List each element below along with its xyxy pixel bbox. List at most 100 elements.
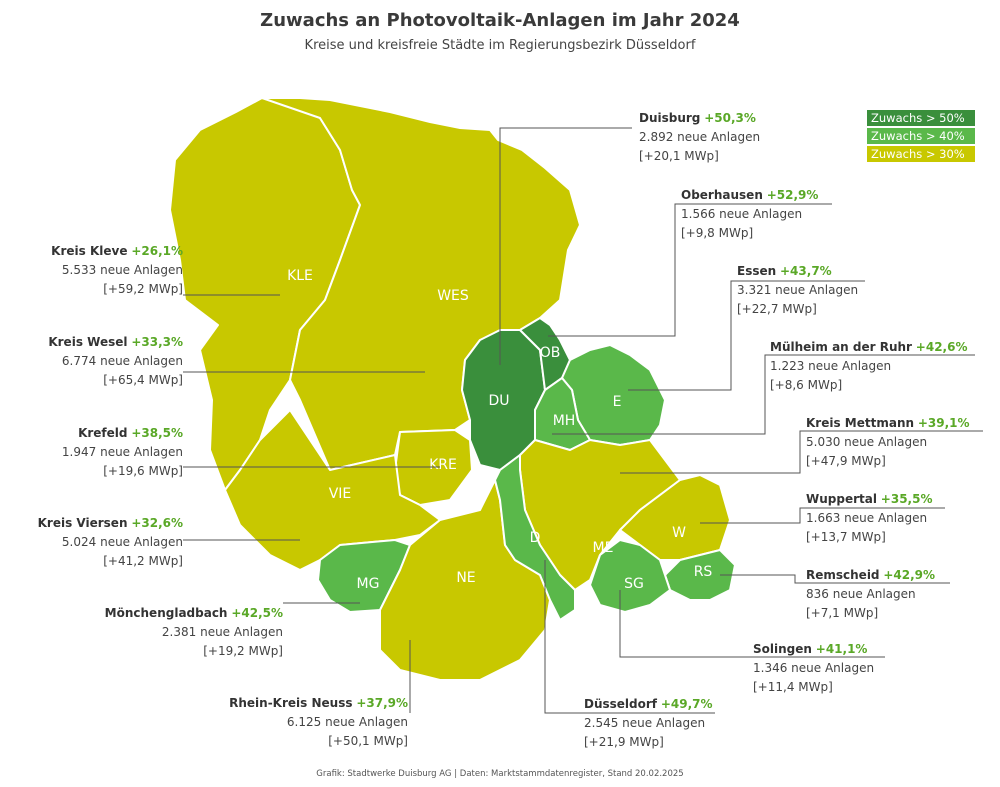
callout-name: Rhein-Kreis Neuss bbox=[229, 696, 353, 710]
callout-pct: +50,3% bbox=[704, 111, 756, 125]
callout-W: Wuppertal +35,5% 1.663 neue Anlagen [+13… bbox=[806, 490, 932, 547]
callout-count: 6.125 neue Anlagen bbox=[286, 715, 408, 729]
callout-E: Essen +43,7% 3.321 neue Anlagen [+22,7 M… bbox=[737, 262, 858, 319]
legend-item: Zuwachs > 50% bbox=[867, 110, 975, 126]
map-subtitle: Kreise und kreisfreie Städte im Regierun… bbox=[304, 38, 696, 53]
region-label-VIE: VIE bbox=[329, 486, 352, 502]
callout-mwp: [+7,1 MWp] bbox=[806, 606, 879, 620]
callout-mwp: [+41,2 MWp] bbox=[103, 554, 183, 568]
callout-mwp: [+22,7 MWp] bbox=[737, 302, 817, 316]
callout-ME: Kreis Mettmann +39,1% 5.030 neue Anlagen… bbox=[806, 414, 970, 471]
callout-name: Solingen bbox=[753, 642, 812, 656]
region-label-MH: MH bbox=[553, 413, 576, 429]
callout-name: Wuppertal bbox=[806, 492, 877, 506]
callout-count: 1.663 neue Anlagen bbox=[806, 511, 928, 525]
region-D[interactable] bbox=[494, 454, 576, 621]
callout-pct: +52,9% bbox=[766, 188, 819, 202]
callout-mwp: [+59,2 MWp] bbox=[103, 282, 183, 296]
callout-count: 5.024 neue Anlagen bbox=[61, 535, 183, 549]
callout-name: Mönchengladbach bbox=[104, 606, 228, 620]
callout-pct: +26,1% bbox=[131, 244, 183, 258]
callout-count: 3.321 neue Anlagen bbox=[737, 283, 859, 297]
callout-mwp: [+8,6 MWp] bbox=[770, 378, 843, 392]
callout-pct: +38,5% bbox=[131, 426, 183, 440]
callout-pct: +42,9% bbox=[883, 568, 936, 582]
region-label-DU: DU bbox=[488, 393, 509, 409]
callout-DU: Duisburg +50,3% 2.892 neue Anlagen [+20,… bbox=[639, 109, 760, 166]
callout-MH: Mülheim an der Ruhr +42,6% 1.223 neue An… bbox=[770, 338, 967, 395]
callout-count: 2.892 neue Anlagen bbox=[639, 130, 761, 144]
callout-mwp: [+9,8 MWp] bbox=[681, 226, 754, 240]
region-SG[interactable] bbox=[589, 539, 671, 613]
callout-name: Kreis Mettmann bbox=[806, 416, 915, 430]
callout-pct: +42,6% bbox=[915, 340, 968, 354]
region-label-OB: OB bbox=[540, 345, 561, 361]
callout-name: Düsseldorf bbox=[584, 697, 658, 711]
callout-pct: +49,7% bbox=[660, 697, 713, 711]
leader-DU bbox=[499, 127, 632, 365]
callout-count: 1.947 neue Anlagen bbox=[61, 445, 183, 459]
callout-pct: +35,5% bbox=[880, 492, 933, 506]
callout-name: Essen bbox=[737, 264, 777, 278]
region-label-WES: WES bbox=[437, 288, 469, 304]
callout-mwp: [+19,6 MWp] bbox=[103, 464, 183, 478]
callout-count: 1.346 neue Anlagen bbox=[753, 661, 875, 675]
region-label-SG: SG bbox=[624, 576, 644, 592]
callout-name: Remscheid bbox=[806, 568, 880, 582]
callout-mwp: [+65,4 MWp] bbox=[103, 373, 183, 387]
callout-pct: +32,6% bbox=[131, 516, 183, 530]
callout-KRE: Krefeld +38,5% 1.947 neue Anlagen [+19,6… bbox=[62, 424, 183, 481]
callout-name: Kreis Viersen bbox=[37, 516, 128, 530]
callout-count: 1.223 neue Anlagen bbox=[770, 359, 892, 373]
callout-pct: +39,1% bbox=[917, 416, 970, 430]
region-label-KLE: KLE bbox=[287, 268, 313, 284]
region-label-NE: NE bbox=[456, 570, 475, 586]
leader-MH bbox=[552, 354, 975, 435]
callout-SG: Solingen +41,1% 1.346 neue Anlagen [+11,… bbox=[753, 640, 874, 697]
callout-pct: +42,5% bbox=[231, 606, 283, 620]
callout-count: 5.030 neue Anlagen bbox=[806, 435, 928, 449]
region-label-ME: ME bbox=[593, 540, 614, 556]
callout-pct: +41,1% bbox=[815, 642, 868, 656]
region-label-W: W bbox=[672, 525, 686, 541]
callout-name: Mülheim an der Ruhr bbox=[770, 340, 912, 354]
region-label-KRE: KRE bbox=[429, 457, 457, 473]
callout-name: Krefeld bbox=[78, 426, 128, 440]
callout-count: 2.545 neue Anlagen bbox=[584, 716, 706, 730]
callout-NE: Rhein-Kreis Neuss +37,9% 6.125 neue Anla… bbox=[229, 694, 408, 751]
region-label-RS: RS bbox=[694, 564, 713, 580]
leader-D bbox=[544, 560, 715, 714]
callout-OB: Oberhausen +52,9% 1.566 neue Anlagen [+9… bbox=[681, 186, 818, 243]
callout-name: Duisburg bbox=[639, 111, 701, 125]
callout-mwp: [+47,9 MWp] bbox=[806, 454, 886, 468]
region-label-MG: MG bbox=[357, 576, 380, 592]
region-label-E: E bbox=[613, 394, 622, 410]
leader-E bbox=[628, 280, 865, 391]
legend: Zuwachs > 50% Zuwachs > 40% Zuwachs > 30… bbox=[867, 110, 975, 164]
callout-MG: Mönchengladbach +42,5% 2.381 neue Anlage… bbox=[105, 604, 283, 661]
callout-VIE: Kreis Viersen +32,6% 5.024 neue Anlagen … bbox=[38, 514, 183, 571]
callout-count: 2.381 neue Anlagen bbox=[161, 625, 283, 639]
callout-name: Oberhausen bbox=[681, 188, 763, 202]
callout-mwp: [+11,4 MWp] bbox=[753, 680, 833, 694]
leader-W bbox=[700, 507, 945, 524]
callout-mwp: [+19,2 MWp] bbox=[203, 644, 283, 658]
callout-D: Düsseldorf +49,7% 2.545 neue Anlagen [+2… bbox=[584, 695, 713, 752]
leader-OB bbox=[548, 203, 832, 337]
callout-count: 1.566 neue Anlagen bbox=[681, 207, 803, 221]
source-footer: Grafik: Stadtwerke Duisburg AG | Daten: … bbox=[316, 769, 684, 779]
callout-pct: +37,9% bbox=[356, 696, 408, 710]
callout-mwp: [+21,9 MWp] bbox=[584, 735, 664, 749]
callout-count: 836 neue Anlagen bbox=[806, 587, 916, 601]
callout-pct: +33,3% bbox=[131, 335, 183, 349]
callout-count: 6.774 neue Anlagen bbox=[61, 354, 183, 368]
callout-KLE: Kreis Kleve +26,1% 5.533 neue Anlagen [+… bbox=[51, 242, 183, 299]
leader-ME bbox=[620, 430, 983, 474]
callout-mwp: [+13,7 MWp] bbox=[806, 530, 886, 544]
callout-count: 5.533 neue Anlagen bbox=[61, 263, 183, 277]
callout-name: Kreis Kleve bbox=[51, 244, 128, 258]
callout-mwp: [+20,1 MWp] bbox=[639, 149, 719, 163]
callout-mwp: [+50,1 MWp] bbox=[328, 734, 408, 748]
leader-RS bbox=[720, 574, 950, 584]
